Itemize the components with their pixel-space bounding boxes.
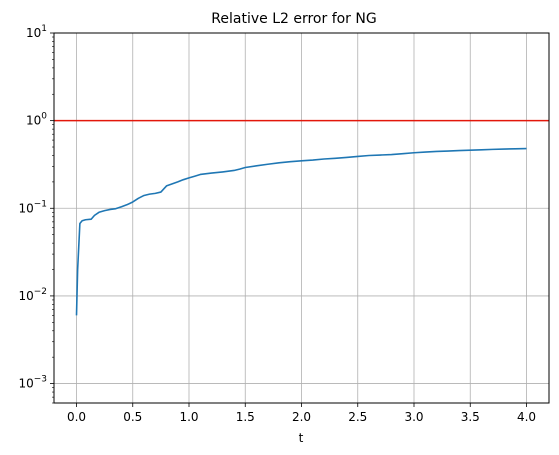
x-tick-label: 2.0 — [292, 410, 311, 424]
series-layer — [75, 147, 527, 316]
y-tick-label: 100 — [26, 112, 47, 128]
x-tick-label: 3.5 — [461, 410, 480, 424]
y-tick-label: 10−3 — [18, 375, 47, 391]
x-axis: 0.0 0.5 1.0 1.5 2.0 2.5 3.0 3.5 4.0 — [67, 403, 536, 424]
x-tick-label: 1.0 — [179, 410, 198, 424]
chart-title: Relative L2 error for NG — [211, 11, 376, 27]
x-tick-label: 4.0 — [517, 410, 536, 424]
x-tick-label: 1.5 — [236, 410, 255, 424]
x-axis-label: t — [299, 431, 304, 445]
y-axis: 10−3 10−2 10−1 100 101 — [18, 24, 54, 404]
x-tick-label: 0.5 — [123, 410, 142, 424]
y-tick-label: 10−1 — [18, 199, 47, 215]
series-line — [75, 147, 527, 316]
y-tick-label: 10−2 — [18, 287, 47, 303]
x-tick-label: 3.0 — [404, 410, 423, 424]
y-tick-label: 101 — [26, 24, 47, 40]
x-tick-label: 2.5 — [348, 410, 367, 424]
x-tick-label: 0.0 — [67, 410, 86, 424]
